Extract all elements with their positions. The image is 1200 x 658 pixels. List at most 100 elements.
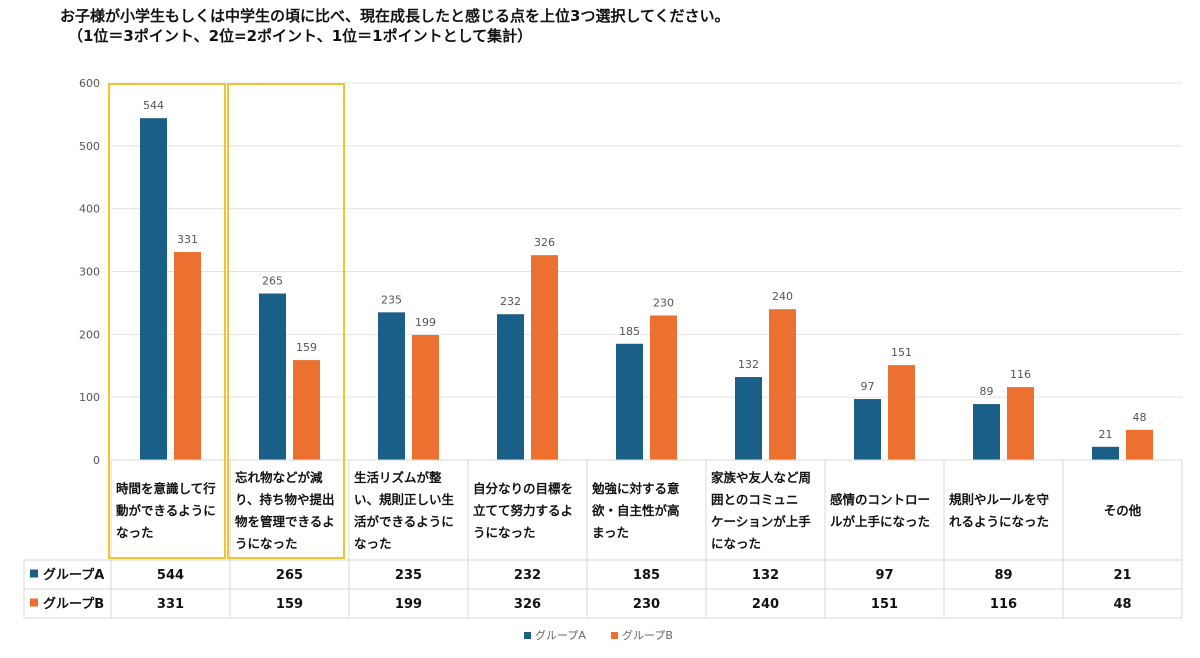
data-label: 21 bbox=[1099, 428, 1113, 441]
y-axis: 0 100 200 300 400 500 600 bbox=[79, 77, 100, 467]
y-tick-label: 100 bbox=[79, 391, 100, 404]
bar-group-a bbox=[973, 404, 1000, 460]
legend: グループA グループB bbox=[524, 628, 673, 642]
table-cell-value: 159 bbox=[276, 597, 303, 612]
category-label: 欲・自主性が高 bbox=[591, 503, 680, 518]
category-label: 忘れ物などが減 bbox=[235, 470, 323, 485]
legend-label: グループA bbox=[535, 628, 586, 642]
data-label: 185 bbox=[619, 325, 640, 338]
y-tick-label: 500 bbox=[79, 140, 100, 153]
category-label: 活ができるように bbox=[354, 514, 454, 529]
data-label: 159 bbox=[296, 341, 317, 354]
data-label: 265 bbox=[262, 274, 283, 287]
table-cell-value: 151 bbox=[871, 597, 898, 612]
data-label: 331 bbox=[177, 233, 198, 246]
series-row-name: グループA bbox=[43, 567, 104, 583]
table-cell-value: 48 bbox=[1113, 597, 1131, 612]
bar-group-b bbox=[531, 255, 558, 460]
table-cell-value: 240 bbox=[752, 597, 779, 612]
category-label: 生活リズムが整 bbox=[354, 470, 442, 485]
bar-group-a bbox=[259, 293, 286, 460]
legend-swatch-group-a bbox=[524, 632, 531, 639]
data-label: 544 bbox=[143, 99, 164, 112]
table-cell-value: 230 bbox=[633, 597, 660, 612]
category-label: 物を管理できるよ bbox=[235, 514, 335, 529]
category-label: うになった bbox=[473, 525, 536, 540]
table-cell-value: 331 bbox=[157, 597, 184, 612]
data-label: 116 bbox=[1010, 368, 1031, 381]
highlight-layer bbox=[108, 83, 345, 559]
y-tick-label: 600 bbox=[79, 77, 100, 90]
bar-group-b bbox=[412, 334, 439, 460]
bar-group-a bbox=[735, 377, 762, 460]
table-cell-value: 199 bbox=[395, 597, 422, 612]
category-label: 感情のコントロー bbox=[830, 492, 930, 507]
category-label: 規則やルールを守 bbox=[949, 492, 1050, 507]
series-row-name: グループB bbox=[43, 596, 104, 612]
bar-group-b bbox=[1126, 429, 1153, 460]
data-labels-layer: 544 331 265 159 235 199 232 326 185 230 132 240 97 15… bbox=[143, 99, 1147, 441]
bar-group-b bbox=[769, 309, 796, 460]
category-label: 囲とのコミュニ bbox=[711, 492, 798, 507]
data-label: 232 bbox=[500, 295, 521, 308]
data-label: 235 bbox=[381, 293, 402, 306]
bar-group-b bbox=[174, 252, 201, 460]
bar-group-a bbox=[616, 343, 643, 460]
table-cell-value: 185 bbox=[633, 568, 660, 583]
highlight-box bbox=[108, 83, 226, 559]
bar-group-a bbox=[854, 399, 881, 460]
table-cell-value: 326 bbox=[514, 597, 541, 612]
bar-group-b bbox=[1007, 387, 1034, 460]
bar-group-a bbox=[497, 314, 524, 460]
data-label: 240 bbox=[772, 290, 793, 303]
legend-label: グループB bbox=[622, 628, 673, 642]
category-label: その他 bbox=[1104, 503, 1142, 518]
legend-key-group-a bbox=[30, 569, 38, 578]
title-line-1: お子様が小学生もしくは中学生の頃に比べ、現在成長したと感じる点を上位3つ選択して… bbox=[60, 7, 730, 25]
category-label: 時間を意識して行 bbox=[116, 481, 216, 496]
table-cell-value: 89 bbox=[994, 568, 1012, 583]
category-label: い、規則正しい生 bbox=[354, 492, 455, 507]
table-cell-value: 235 bbox=[395, 568, 422, 583]
data-label: 132 bbox=[738, 358, 759, 371]
table-cell-value: 265 bbox=[276, 568, 303, 583]
category-label: 勉強に対する意 bbox=[591, 481, 680, 496]
category-label: になった bbox=[711, 536, 761, 551]
category-label: なった bbox=[354, 536, 392, 551]
category-label: れるようになった bbox=[949, 514, 1049, 529]
title-line-2: （1位＝3ポイント、2位=2ポイント、1位＝1ポイントとして集計） bbox=[68, 27, 533, 45]
bars-layer bbox=[140, 118, 1153, 460]
data-label: 230 bbox=[653, 296, 674, 309]
bar-group-a bbox=[140, 118, 167, 460]
data-label: 151 bbox=[891, 346, 912, 359]
y-tick-label: 0 bbox=[93, 454, 100, 467]
y-tick-label: 400 bbox=[79, 203, 100, 216]
data-label: 326 bbox=[534, 236, 555, 249]
bar-group-a bbox=[378, 312, 405, 460]
category-label: り、持ち物や提出 bbox=[235, 492, 335, 507]
table-cell-value: 97 bbox=[875, 568, 893, 583]
category-label: 動ができるように bbox=[116, 503, 216, 518]
data-label: 48 bbox=[1133, 411, 1147, 424]
category-label: 立てて努力するよ bbox=[473, 503, 573, 518]
category-label: うになった bbox=[235, 536, 298, 551]
y-tick-label: 300 bbox=[79, 266, 100, 279]
bar-group-b bbox=[650, 315, 677, 460]
table-cell-value: 21 bbox=[1113, 568, 1131, 583]
bar-group-a bbox=[1092, 446, 1119, 460]
data-label: 199 bbox=[415, 316, 436, 329]
y-tick-label: 200 bbox=[79, 328, 100, 341]
table-cell-value: 232 bbox=[514, 568, 541, 583]
category-label: 自分なりの目標を bbox=[473, 481, 573, 496]
highlight-box bbox=[227, 83, 345, 559]
table-cell-value: 544 bbox=[157, 568, 184, 583]
bar-group-b bbox=[293, 360, 320, 460]
category-label: ケーションが上手 bbox=[711, 514, 811, 529]
legend-swatch-group-b bbox=[611, 632, 618, 639]
bar-group-b bbox=[888, 365, 915, 460]
category-label: なった bbox=[116, 525, 154, 540]
table-cell-value: 116 bbox=[990, 597, 1017, 612]
chart-title: お子様が小学生もしくは中学生の頃に比べ、現在成長したと感じる点を上位3つ選択して… bbox=[60, 6, 1180, 46]
